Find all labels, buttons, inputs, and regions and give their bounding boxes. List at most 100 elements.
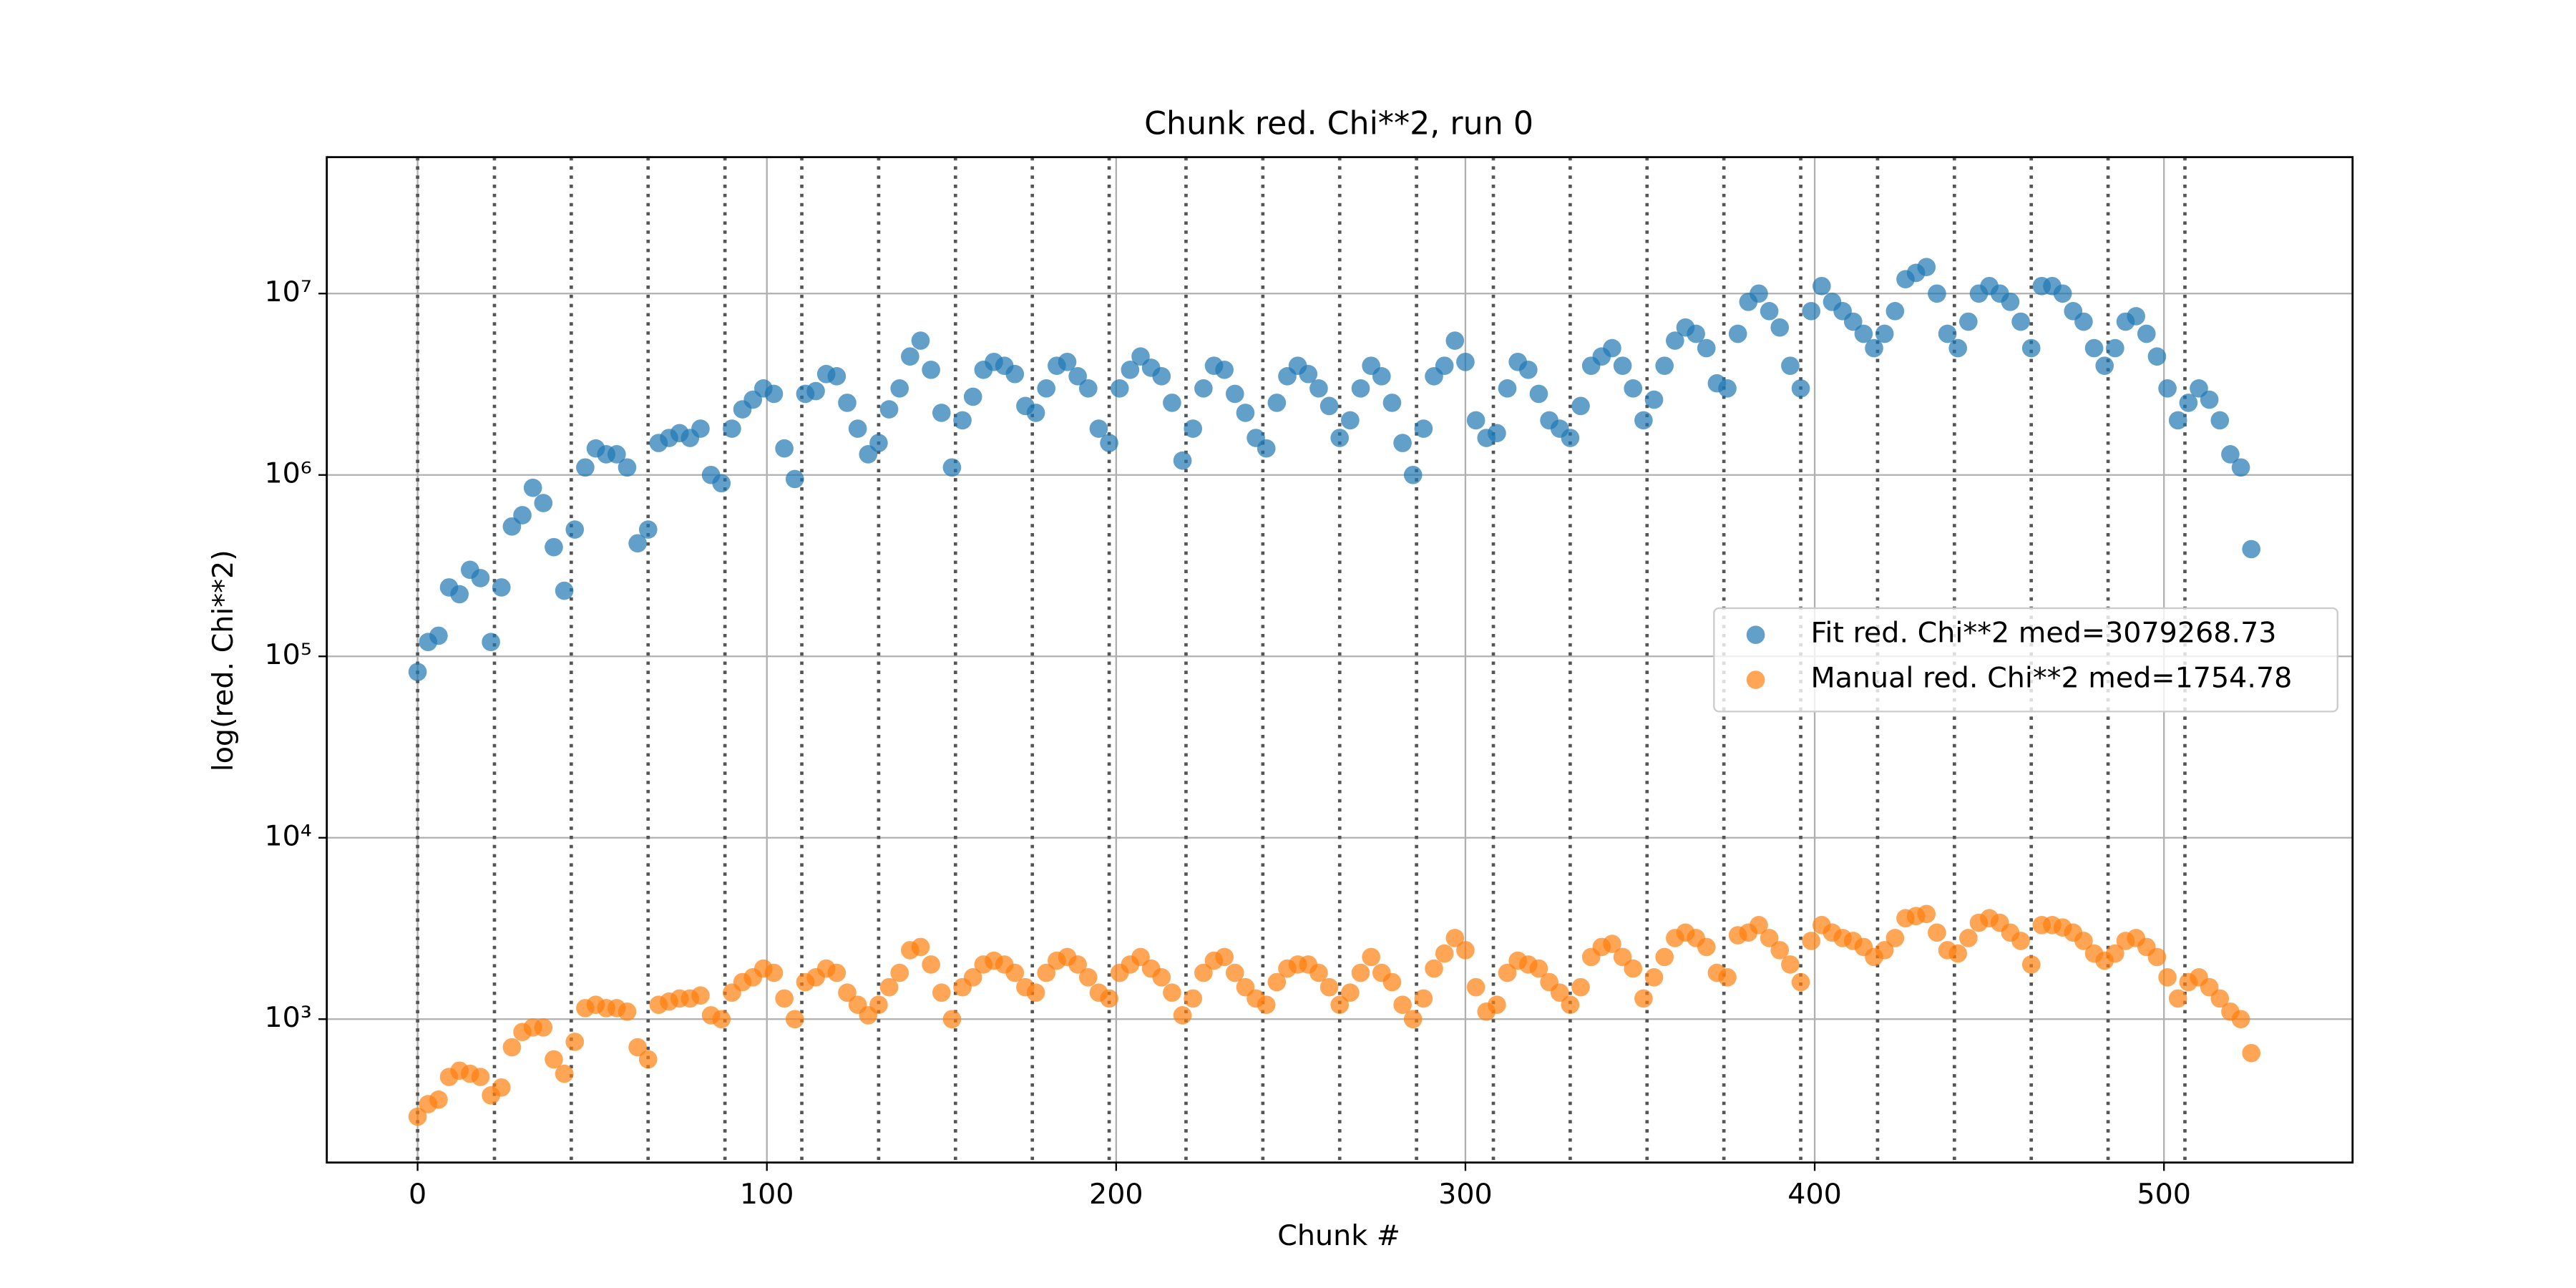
point xyxy=(1959,312,1978,331)
point xyxy=(922,360,940,379)
point xyxy=(2074,932,2093,950)
y-tick-label: 10⁴ xyxy=(264,819,311,852)
point xyxy=(953,411,972,430)
point xyxy=(1550,983,1569,1002)
point xyxy=(1760,302,1779,321)
point xyxy=(1435,356,1454,375)
point xyxy=(1750,284,1768,303)
point xyxy=(1414,419,1433,438)
point xyxy=(429,1090,448,1109)
point xyxy=(1299,364,1318,384)
point xyxy=(1163,983,1181,1002)
point xyxy=(1121,360,1140,379)
point xyxy=(471,1068,490,1086)
point xyxy=(2242,1043,2261,1063)
point xyxy=(911,937,930,957)
point xyxy=(1330,995,1350,1015)
point xyxy=(879,400,899,419)
point xyxy=(1875,324,1894,343)
point xyxy=(408,1107,427,1126)
point xyxy=(1571,396,1590,416)
legend-label: Fit red. Chi**2 med=3079268.73 xyxy=(1810,617,2276,650)
point xyxy=(1466,411,1485,430)
point xyxy=(1267,394,1287,412)
point xyxy=(1152,968,1171,987)
point xyxy=(1309,379,1328,398)
point xyxy=(1760,929,1779,947)
point xyxy=(1225,963,1244,982)
point xyxy=(545,537,563,557)
point xyxy=(1351,963,1370,982)
point xyxy=(1382,972,1402,992)
point xyxy=(785,469,804,489)
point xyxy=(2137,324,2156,343)
point xyxy=(942,458,962,477)
point xyxy=(1466,977,1485,997)
point xyxy=(1456,352,1475,371)
point xyxy=(2147,347,2167,366)
point xyxy=(764,963,784,982)
point xyxy=(1173,1006,1192,1025)
series xyxy=(408,904,2261,1126)
point xyxy=(429,626,448,645)
point xyxy=(482,633,500,652)
point xyxy=(827,963,847,982)
point xyxy=(1215,947,1234,967)
point xyxy=(1655,947,1674,967)
point xyxy=(1770,941,1790,960)
point xyxy=(1078,968,1098,987)
y-tick-label: 10⁷ xyxy=(264,275,311,308)
point xyxy=(1802,932,1821,950)
point xyxy=(1928,284,1946,303)
point xyxy=(555,581,574,600)
point xyxy=(712,474,731,493)
point xyxy=(1037,963,1056,982)
point xyxy=(2053,284,2072,303)
point xyxy=(1791,379,1810,398)
point xyxy=(534,1018,553,1037)
point xyxy=(565,520,585,539)
point xyxy=(545,1050,563,1069)
point xyxy=(1068,955,1087,974)
series xyxy=(408,258,2261,681)
point xyxy=(1498,379,1517,398)
point xyxy=(869,995,888,1015)
point xyxy=(1697,338,1716,358)
point xyxy=(848,419,867,438)
point xyxy=(1026,983,1045,1002)
point xyxy=(932,983,951,1002)
point xyxy=(2127,307,2145,326)
point xyxy=(1885,929,1905,947)
point xyxy=(1100,434,1118,452)
point xyxy=(1414,989,1433,1008)
point xyxy=(1425,959,1443,978)
point xyxy=(2011,932,2030,950)
point xyxy=(1865,338,1883,358)
point xyxy=(691,419,710,438)
point xyxy=(1613,356,1632,375)
point xyxy=(827,367,847,386)
point xyxy=(2158,379,2177,398)
point xyxy=(911,331,930,350)
y-tick-label: 10³ xyxy=(264,1001,311,1034)
point xyxy=(576,458,595,477)
x-tick-label: 100 xyxy=(740,1178,794,1211)
point xyxy=(2158,968,2177,987)
point xyxy=(618,1002,637,1021)
point xyxy=(471,569,490,587)
point xyxy=(1184,419,1203,438)
point xyxy=(1403,1010,1423,1029)
x-tick-label: 200 xyxy=(1089,1178,1143,1211)
point xyxy=(1728,324,1747,343)
chart-title: Chunk red. Chi**2, run 0 xyxy=(1144,105,1533,142)
point xyxy=(628,534,647,553)
point xyxy=(1005,963,1025,982)
point xyxy=(1068,367,1087,386)
point xyxy=(1917,904,1936,924)
point xyxy=(1791,972,1810,992)
point xyxy=(1948,338,1968,358)
point xyxy=(1194,379,1213,398)
point xyxy=(1267,972,1287,992)
point xyxy=(1058,352,1077,371)
